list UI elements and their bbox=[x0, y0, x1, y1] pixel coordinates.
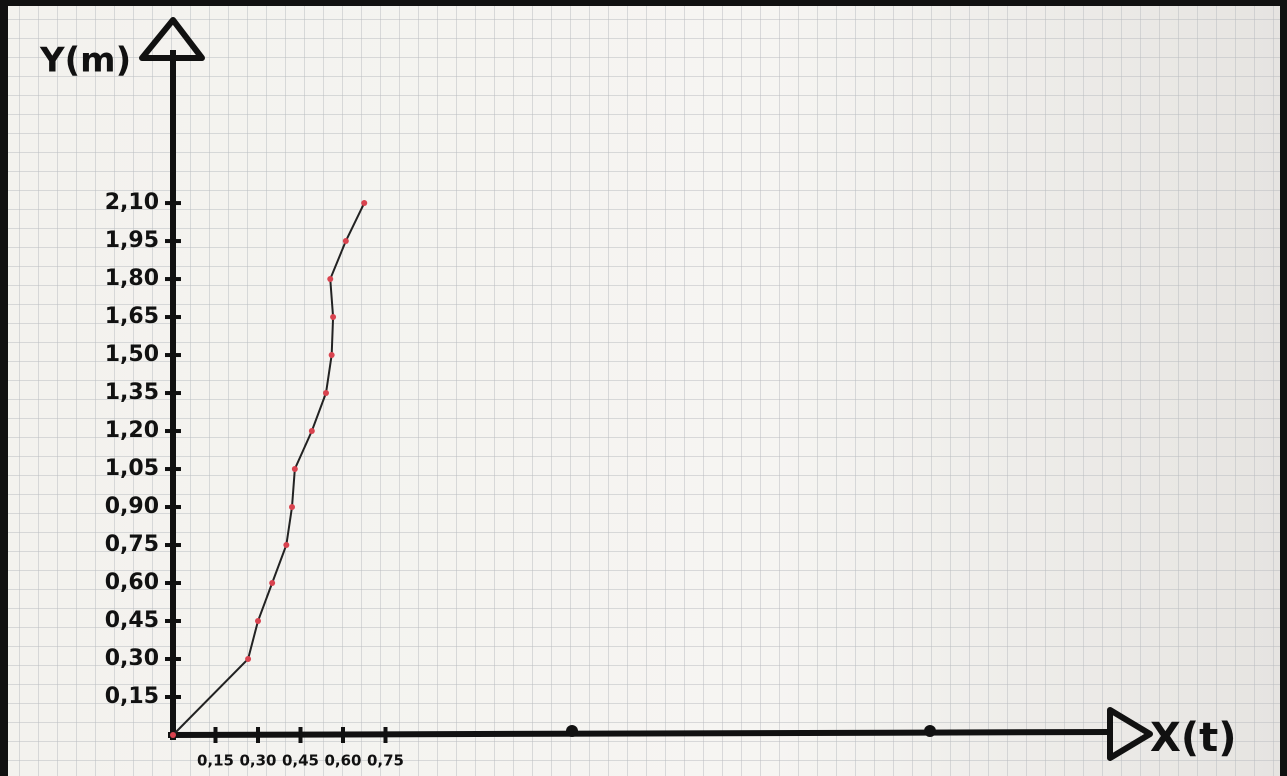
page: Y(m) X(t) 0,15 0,30 0,45 0,60 0,75 0,90 1,05 1,… bbox=[0, 0, 1287, 776]
axis-dot bbox=[924, 725, 936, 737]
data-point bbox=[361, 200, 367, 206]
data-point bbox=[327, 276, 333, 282]
data-point bbox=[255, 618, 261, 624]
data-point bbox=[330, 314, 336, 320]
data-point bbox=[343, 238, 349, 244]
x-tick-label: 0,60 bbox=[324, 752, 361, 770]
y-tick-label: 1,80 bbox=[105, 266, 159, 291]
graph-grid bbox=[8, 6, 1280, 776]
y-tick-label: 1,05 bbox=[105, 456, 159, 481]
x-tick-label: 0,30 bbox=[239, 752, 276, 770]
y-tick-label: 0,15 bbox=[105, 684, 159, 709]
y-axis-label: Y(m) bbox=[39, 41, 131, 81]
chart: Y(m) X(t) 0,15 0,30 0,45 0,60 0,75 0,90 1,05 1,… bbox=[0, 0, 1287, 776]
axis-dot bbox=[566, 725, 578, 737]
y-tick-label: 1,50 bbox=[105, 342, 159, 367]
y-tick-label: 0,60 bbox=[105, 570, 159, 595]
data-point bbox=[283, 542, 289, 548]
y-tick-label: 1,35 bbox=[105, 380, 159, 405]
y-tick-label: 0,45 bbox=[105, 608, 159, 633]
x-tick-label: 0,75 bbox=[367, 752, 404, 770]
data-point bbox=[329, 352, 335, 358]
data-point bbox=[245, 656, 251, 662]
y-tick-label: 0,90 bbox=[105, 494, 159, 519]
y-tick-label: 1,65 bbox=[105, 304, 159, 329]
y-tick-label: 0,75 bbox=[105, 532, 159, 557]
y-tick-label: 1,95 bbox=[105, 228, 159, 253]
data-point bbox=[289, 504, 295, 510]
data-point bbox=[323, 390, 329, 396]
y-tick-label: 1,20 bbox=[105, 418, 159, 443]
data-point bbox=[170, 732, 176, 738]
x-axis-label: X(t) bbox=[1150, 715, 1237, 761]
y-tick-label: 0,30 bbox=[105, 646, 159, 671]
data-point bbox=[292, 466, 298, 472]
data-point bbox=[269, 580, 275, 586]
data-point bbox=[309, 428, 315, 434]
x-tick-label: 0,45 bbox=[282, 752, 319, 770]
y-tick-label: 2,10 bbox=[105, 190, 159, 215]
x-axis bbox=[168, 732, 1110, 735]
x-tick-label: 0,15 bbox=[197, 752, 234, 770]
